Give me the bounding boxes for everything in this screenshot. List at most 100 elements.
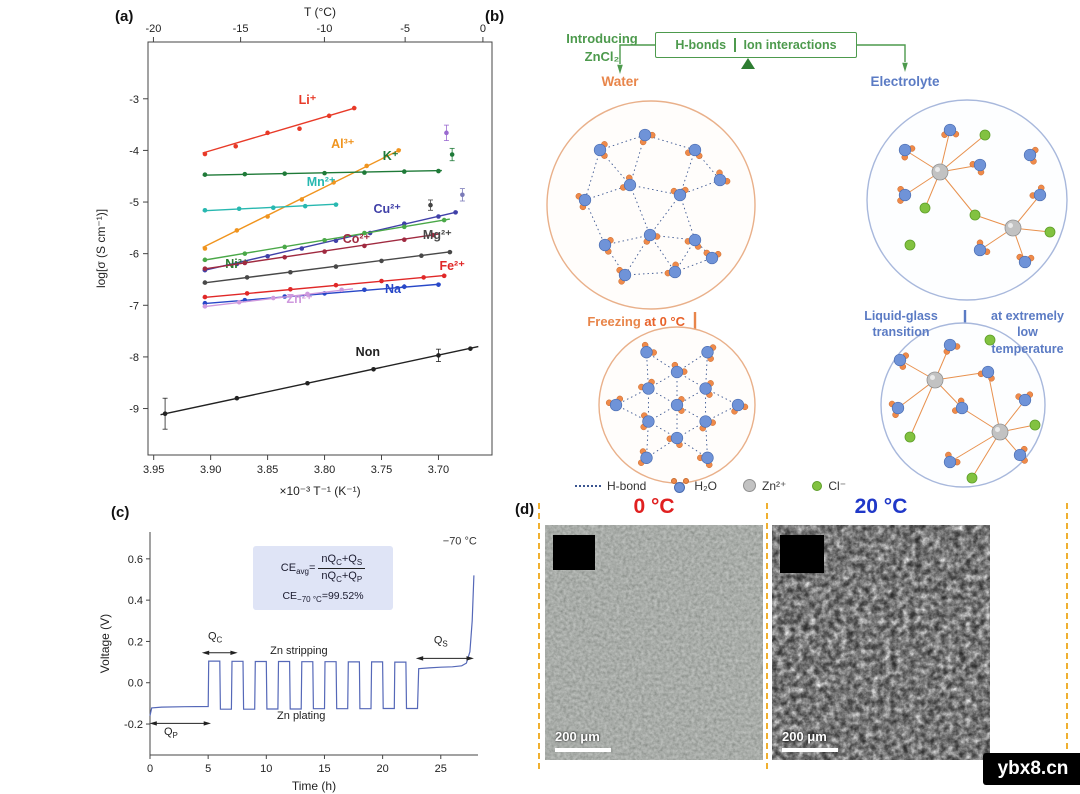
annotations: −70 °C Zn stripping Zn plating QC QP QS <box>149 535 477 740</box>
svg-text:Mg²⁺: Mg²⁺ <box>423 228 452 242</box>
coulombic-efficiency-equation: CEavg= nQC+QS nQC+QP CE−70 °C=99.52% <box>253 546 393 611</box>
masked-region <box>553 535 595 570</box>
series-K: K⁺ <box>202 149 442 177</box>
svg-text:25: 25 <box>435 763 447 775</box>
watermark: ybx8.cn <box>983 753 1080 785</box>
svg-text:-5: -5 <box>129 197 139 209</box>
series-Al: Al³⁺ <box>202 137 402 251</box>
svg-text:Zn²⁺: Zn²⁺ <box>286 292 312 306</box>
hydrogen-dot-icon <box>683 478 690 484</box>
electrolyte-label: Electrolyte <box>870 74 940 89</box>
svg-text:0.4: 0.4 <box>128 595 143 607</box>
svg-text:Fe²⁺: Fe²⁺ <box>439 259 465 273</box>
series-Mg: Mg²⁺ <box>202 228 453 285</box>
temperature-label-0c: 0 °C <box>633 495 675 518</box>
series-Mn: Mn²⁺ <box>202 175 339 213</box>
svg-text:0.6: 0.6 <box>128 554 143 566</box>
electrolyte-cluster <box>897 123 1056 269</box>
dashed-divider-right <box>1066 503 1068 769</box>
svg-text:-7: -7 <box>129 300 139 312</box>
voltage-curve <box>149 575 475 716</box>
chloride-ion-icon <box>812 480 823 491</box>
series-Co: Co²⁺ <box>202 232 439 271</box>
axes: 0 5 10 15 20 25 -0.2 0.0 0.2 0.4 0.6 Time (h) Voltag… <box>98 532 478 793</box>
voltage-time-plot: 0 5 10 15 20 25 -0.2 0.0 0.2 0.4 0.6 Time (h) Voltag… <box>98 532 478 793</box>
svg-text:K⁺: K⁺ <box>383 149 399 163</box>
sem-image-0c: 200 μm <box>545 525 763 760</box>
svg-text:-4: -4 <box>129 145 139 157</box>
panel-b-label: (b) <box>485 8 505 25</box>
scale-line <box>555 748 611 752</box>
axes: 3.95 3.90 3.85 3.80 3.75 3.70 -20 -15 -10 -5 0 -3 -4… <box>94 5 493 498</box>
svg-text:log[σ (S cm⁻¹)]: log[σ (S cm⁻¹)] <box>94 209 108 288</box>
svg-text:5: 5 <box>205 763 211 775</box>
svg-text:3.95: 3.95 <box>143 464 164 476</box>
panel-a-label: (a) <box>115 8 134 25</box>
svg-text:Li⁺: Li⁺ <box>299 93 317 107</box>
svg-text:-9: -9 <box>129 404 139 416</box>
zncl2-text: ZnCl₂ <box>584 48 620 64</box>
freezing-temp-text: at 0 °C <box>640 314 685 329</box>
svg-text:Na⁺: Na⁺ <box>385 282 408 296</box>
chloride-legend-label: Cl⁻ <box>828 478 847 493</box>
svg-text:Zn plating: Zn plating <box>277 710 325 722</box>
molecular-schematic-drawing <box>546 44 1068 488</box>
panel-d-sem-images: (d) 0 °C 20 °C <box>505 495 1080 794</box>
svg-text:3.70: 3.70 <box>428 464 449 476</box>
introducing-text: Introducing <box>566 31 638 46</box>
panel-a-conductivity-chart: (a) 3.95 3.90 3.85 3.80 3.75 3.70 -20 -15 -10 -5 0… <box>85 0 505 500</box>
oxygen-dot-icon <box>674 482 686 493</box>
svg-text:0: 0 <box>147 763 153 775</box>
series-Non: Non <box>160 345 479 430</box>
temperature-label-20c: 20 °C <box>854 495 908 518</box>
series-Zn: Zn²⁺ <box>202 287 354 309</box>
ice-lattice-cluster <box>605 341 749 469</box>
svg-text:Cu²⁺: Cu²⁺ <box>373 202 401 216</box>
svg-text:3.80: 3.80 <box>314 464 335 476</box>
panel-c-voltage-chart: (c) 0 5 10 15 20 25 -0.2 0.0 0.2 0.4 0.6 Time (h) Vo… <box>95 500 500 794</box>
svg-text:-5: -5 <box>400 23 410 35</box>
series-Fe: Fe²⁺ <box>202 259 465 300</box>
eq-fraction: nQC+QS nQC+QP <box>318 553 366 584</box>
svg-text:Time (h): Time (h) <box>292 779 336 793</box>
zinc-ion-icon <box>743 479 757 492</box>
low-temperature-label: at extremely low temperature <box>991 309 1064 356</box>
triangle-pointer-icon <box>741 58 755 69</box>
svg-text:Zn stripping: Zn stripping <box>270 645 327 657</box>
liquid-water-cluster <box>575 128 731 285</box>
freezing-label: Freezing at 0 °C <box>545 314 685 329</box>
legend-item-water: H₂O <box>671 478 717 493</box>
masked-region <box>780 535 824 573</box>
panel-d-label: (d) <box>515 501 535 518</box>
svg-text:15: 15 <box>318 763 330 775</box>
svg-text:0.2: 0.2 <box>128 636 143 648</box>
extra-data-point <box>427 199 433 211</box>
extra-data-point <box>443 124 449 142</box>
box-divider <box>734 38 736 52</box>
zinc-legend-label: Zn²⁺ <box>762 478 787 493</box>
svg-text:-15: -15 <box>233 23 249 35</box>
svg-text:T (°C): T (°C) <box>304 5 336 19</box>
svg-text:0.0: 0.0 <box>128 678 143 690</box>
eq-average-formula: CEavg= nQC+QS nQC+QP <box>257 553 389 584</box>
extra-data-point <box>449 147 455 162</box>
ion-interactions-box-label: Ion interactions <box>743 38 837 52</box>
freezing-text: Freezing <box>587 314 641 329</box>
svg-text:20: 20 <box>376 763 388 775</box>
hbond-line-icon <box>575 484 601 487</box>
legend-item-chloride: Cl⁻ <box>812 479 846 493</box>
svg-text:Al³⁺: Al³⁺ <box>331 137 355 151</box>
svg-text:10: 10 <box>260 763 272 775</box>
svg-text:QS: QS <box>434 635 448 649</box>
svg-text:Co²⁺: Co²⁺ <box>343 232 371 246</box>
arrhenius-conductivity-plot: 3.95 3.90 3.85 3.80 3.75 3.70 -20 -15 -10 -5 0 -3 -4… <box>94 5 493 498</box>
series-Li: Li⁺ <box>202 93 357 157</box>
panel-c-label: (c) <box>111 504 130 521</box>
scale-label: 200 μm <box>782 729 827 744</box>
svg-text:QP: QP <box>164 726 178 740</box>
svg-text:3.90: 3.90 <box>200 464 221 476</box>
panel-b-schematic: (b) Introducing ZnCl₂ H-bonds Ion intera… <box>480 0 1080 505</box>
svg-text:Non: Non <box>356 345 380 359</box>
glass-cluster <box>888 334 1041 484</box>
